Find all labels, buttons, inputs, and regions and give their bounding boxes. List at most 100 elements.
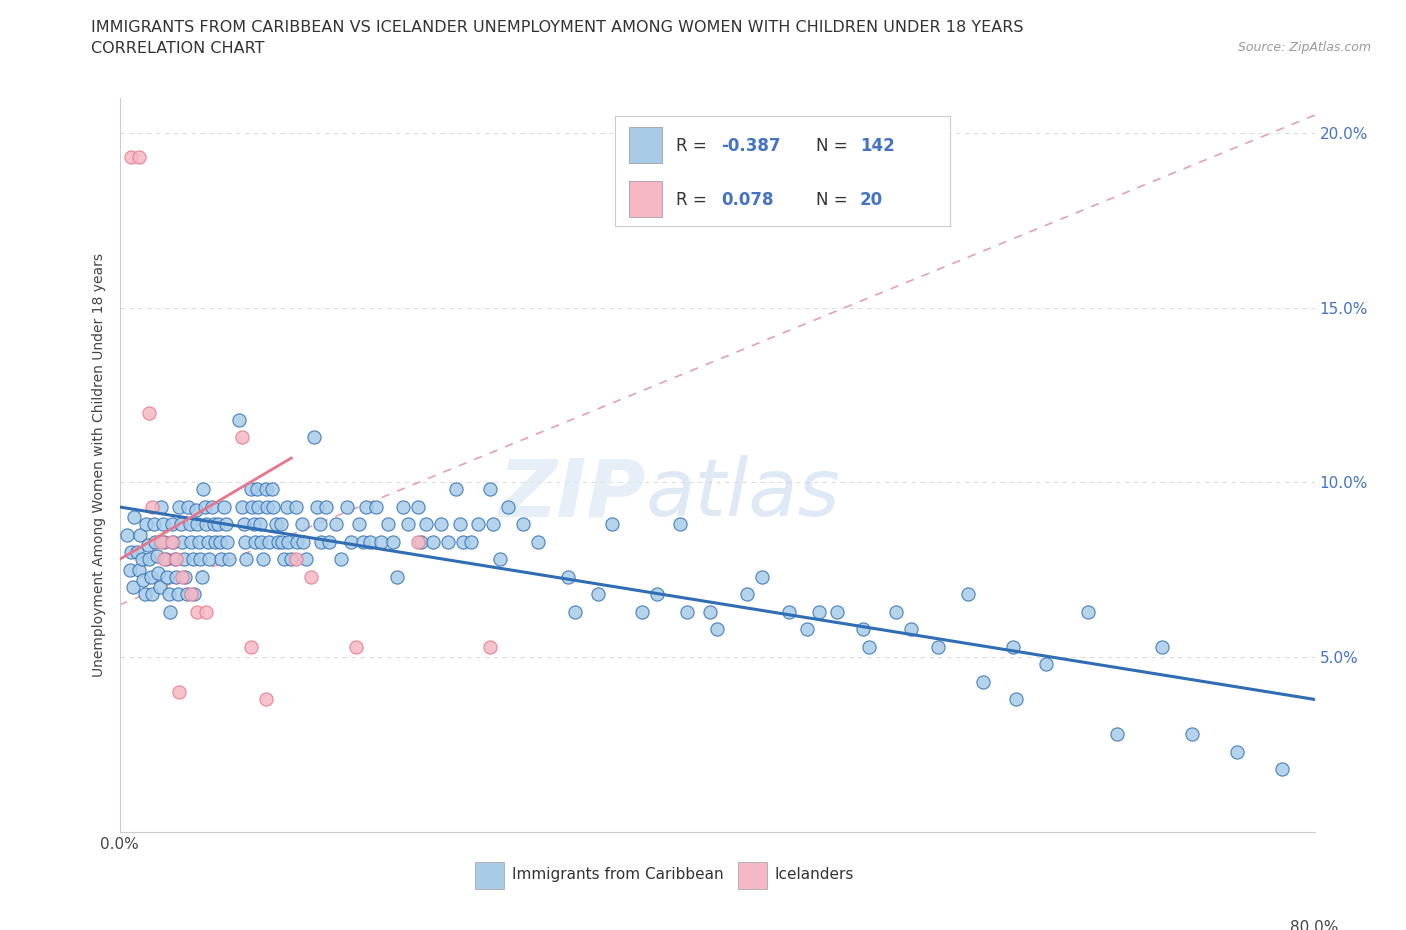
Point: [387, 569, 409, 584]
Point: [246, 482, 269, 497]
Point: [1181, 727, 1204, 742]
Point: [134, 587, 156, 602]
Point: [233, 535, 256, 550]
Point: [180, 587, 202, 602]
Point: [181, 552, 204, 567]
Point: [1077, 604, 1099, 619]
Text: IMMIGRANTS FROM CARIBBEAN VS ICELANDER UNEMPLOYMENT AMONG WOMEN WITH CHILDREN UN: IMMIGRANTS FROM CARIBBEAN VS ICELANDER U…: [91, 20, 1024, 35]
Point: [159, 604, 181, 619]
Point: [250, 535, 273, 550]
Point: [444, 482, 467, 497]
Point: [195, 517, 218, 532]
Point: [214, 517, 236, 532]
Point: [243, 517, 266, 532]
Point: [271, 535, 294, 550]
Point: [173, 552, 195, 567]
Point: [478, 640, 502, 655]
Point: [184, 503, 207, 518]
Point: [131, 552, 153, 567]
Point: [129, 527, 152, 542]
Point: [377, 517, 399, 532]
Point: [266, 517, 288, 532]
Point: [429, 517, 451, 532]
Point: [149, 580, 172, 595]
Point: [152, 517, 174, 532]
Point: [254, 482, 277, 497]
Point: [165, 569, 187, 584]
Point: [212, 499, 235, 514]
Point: [163, 552, 186, 567]
Point: [172, 535, 194, 550]
Point: [370, 535, 392, 550]
Point: [796, 622, 818, 637]
Point: [344, 640, 367, 655]
Point: [1035, 657, 1057, 671]
Point: [284, 499, 307, 514]
Text: atlas: atlas: [645, 456, 841, 534]
Point: [141, 587, 163, 602]
Point: [302, 430, 325, 445]
Point: [315, 499, 337, 514]
Point: [460, 535, 482, 550]
Point: [170, 517, 193, 532]
Point: [191, 482, 215, 497]
Point: [886, 604, 908, 619]
Point: [121, 545, 143, 560]
Point: [150, 535, 173, 550]
Point: [706, 622, 728, 637]
Point: [1005, 692, 1028, 707]
Point: [174, 569, 197, 584]
Point: [208, 535, 231, 550]
Point: [631, 604, 654, 619]
Point: [186, 517, 208, 532]
Point: [195, 604, 218, 619]
Point: [852, 622, 875, 637]
Point: [138, 552, 160, 567]
Point: [118, 563, 141, 578]
Point: [153, 535, 176, 550]
Point: [124, 510, 146, 525]
Point: [676, 604, 699, 619]
Point: [1107, 727, 1129, 742]
Point: [280, 552, 302, 567]
Point: [166, 587, 188, 602]
Point: [231, 499, 253, 514]
Point: [139, 569, 162, 584]
Point: [277, 535, 299, 550]
Point: [422, 535, 444, 550]
Point: [190, 569, 212, 584]
Point: [325, 517, 347, 532]
Point: [309, 535, 332, 550]
Point: [778, 604, 800, 619]
Point: [197, 535, 219, 550]
Point: [260, 482, 283, 497]
Point: [340, 535, 363, 550]
Point: [138, 405, 160, 420]
Point: [408, 535, 430, 550]
Point: [336, 499, 357, 514]
Point: [329, 552, 352, 567]
Point: [183, 587, 205, 602]
Point: [392, 499, 415, 514]
Point: [180, 535, 202, 550]
Point: [478, 482, 502, 497]
Point: [169, 499, 191, 514]
Point: [396, 517, 419, 532]
Point: [512, 517, 534, 532]
Point: [145, 535, 166, 550]
Point: [204, 535, 226, 550]
Point: [451, 535, 474, 550]
Point: [292, 535, 315, 550]
Point: [602, 517, 624, 532]
Point: [527, 535, 550, 550]
Point: [308, 517, 330, 532]
Point: [927, 640, 949, 655]
Point: [242, 499, 264, 514]
Point: [194, 499, 217, 514]
Point: [136, 538, 159, 553]
Point: [1271, 762, 1294, 777]
Point: [257, 535, 280, 550]
Point: [207, 517, 229, 532]
Point: [169, 685, 191, 700]
Point: [188, 552, 211, 567]
